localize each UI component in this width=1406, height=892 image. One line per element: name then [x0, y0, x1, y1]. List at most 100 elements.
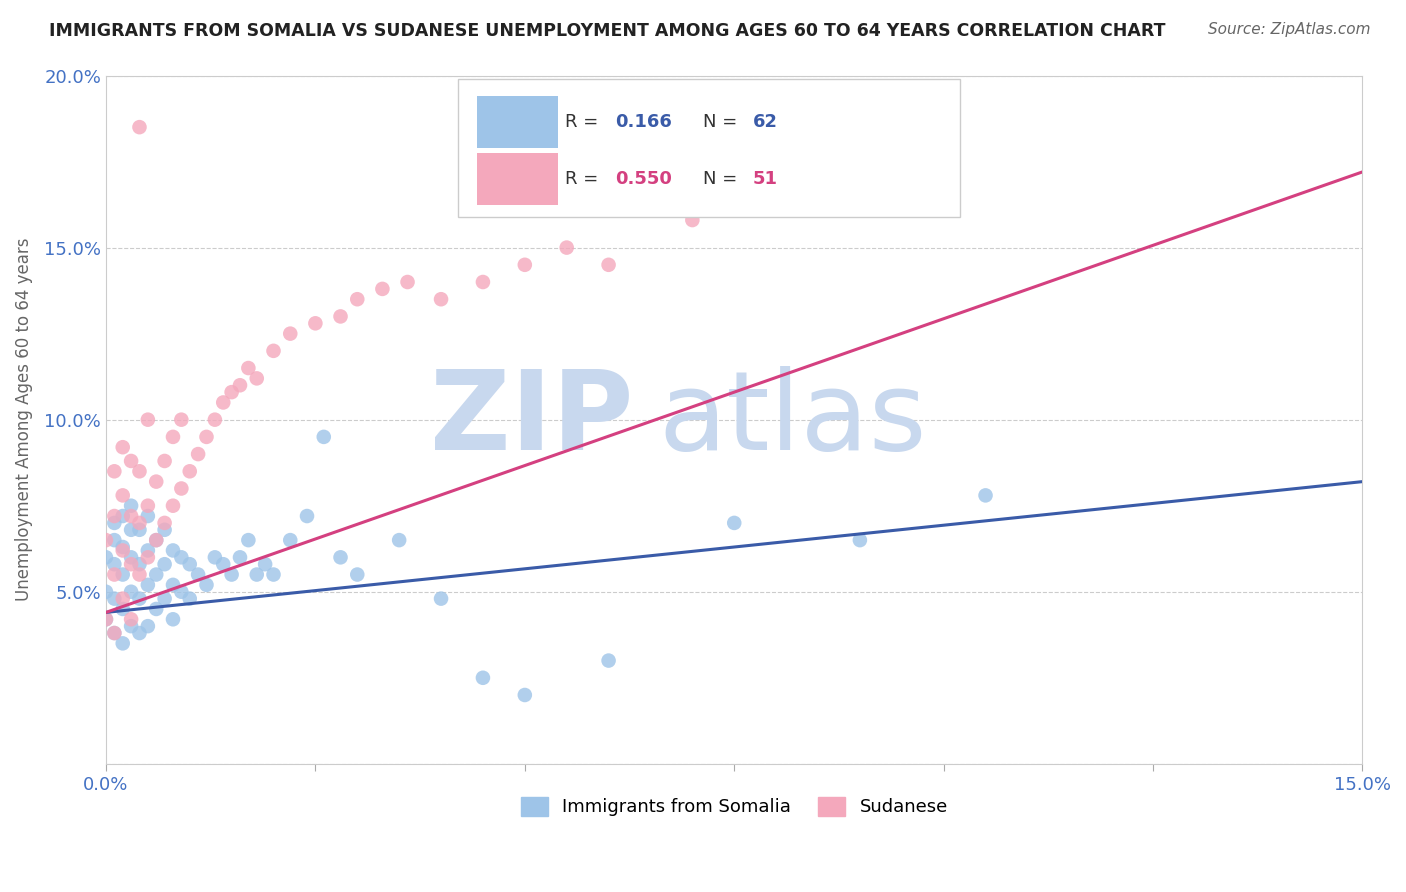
Point — [111, 440, 134, 454]
Point — [162, 612, 184, 626]
Point — [170, 482, 193, 496]
Point — [94, 584, 117, 599]
Legend: Immigrants from Somalia, Sudanese: Immigrants from Somalia, Sudanese — [513, 789, 955, 823]
Point — [170, 550, 193, 565]
Point — [263, 343, 285, 358]
Point — [263, 567, 285, 582]
Point — [120, 499, 142, 513]
Point — [238, 361, 260, 376]
Text: R =: R = — [565, 112, 603, 130]
Point — [153, 516, 176, 530]
Point — [238, 533, 260, 548]
Point — [120, 523, 142, 537]
Point — [162, 578, 184, 592]
Y-axis label: Unemployment Among Ages 60 to 64 years: Unemployment Among Ages 60 to 64 years — [15, 238, 32, 601]
Point — [111, 509, 134, 524]
Point — [153, 454, 176, 468]
Point — [681, 213, 703, 227]
Point — [346, 567, 368, 582]
Text: IMMIGRANTS FROM SOMALIA VS SUDANESE UNEMPLOYMENT AMONG AGES 60 TO 64 YEARS CORRE: IMMIGRANTS FROM SOMALIA VS SUDANESE UNEM… — [49, 22, 1166, 40]
Point — [145, 567, 167, 582]
Point — [187, 447, 209, 461]
Point — [346, 292, 368, 306]
Text: ZIP: ZIP — [430, 367, 634, 473]
Point — [974, 488, 997, 502]
Text: 62: 62 — [754, 112, 778, 130]
Point — [246, 371, 269, 385]
Point — [128, 591, 150, 606]
Point — [120, 619, 142, 633]
Point — [471, 671, 494, 685]
Point — [195, 578, 218, 592]
Point — [179, 591, 201, 606]
Point — [396, 275, 419, 289]
Text: 51: 51 — [754, 169, 778, 187]
Point — [179, 464, 201, 478]
Point — [94, 533, 117, 548]
Point — [128, 626, 150, 640]
Point — [136, 499, 159, 513]
Point — [204, 550, 226, 565]
Point — [128, 567, 150, 582]
Point — [312, 430, 335, 444]
Point — [103, 533, 125, 548]
FancyBboxPatch shape — [458, 79, 960, 217]
Point — [430, 292, 453, 306]
Point — [212, 395, 235, 409]
FancyBboxPatch shape — [477, 153, 558, 205]
Point — [136, 543, 159, 558]
Text: N =: N = — [703, 169, 742, 187]
Point — [513, 258, 536, 272]
Point — [221, 567, 243, 582]
Point — [278, 326, 301, 341]
Point — [145, 602, 167, 616]
Point — [304, 316, 326, 330]
Point — [162, 499, 184, 513]
Point — [111, 540, 134, 554]
Point — [128, 464, 150, 478]
Point — [120, 454, 142, 468]
Point — [179, 558, 201, 572]
Point — [371, 282, 394, 296]
Text: 0.550: 0.550 — [614, 169, 672, 187]
Point — [598, 654, 620, 668]
Text: 0.166: 0.166 — [614, 112, 672, 130]
Point — [162, 430, 184, 444]
Point — [723, 516, 745, 530]
Text: R =: R = — [565, 169, 603, 187]
Point — [329, 550, 352, 565]
Point — [94, 612, 117, 626]
Point — [187, 567, 209, 582]
Point — [513, 688, 536, 702]
Point — [295, 509, 318, 524]
Point — [120, 509, 142, 524]
Point — [430, 591, 453, 606]
Point — [103, 591, 125, 606]
Point — [111, 602, 134, 616]
Point — [111, 567, 134, 582]
Point — [221, 385, 243, 400]
Point — [212, 558, 235, 572]
Point — [153, 558, 176, 572]
Point — [471, 275, 494, 289]
Point — [136, 578, 159, 592]
Point — [136, 619, 159, 633]
Point — [598, 258, 620, 272]
Point — [229, 550, 252, 565]
Point — [278, 533, 301, 548]
Point — [128, 120, 150, 135]
Point — [153, 591, 176, 606]
Point — [120, 550, 142, 565]
Point — [120, 558, 142, 572]
Point — [136, 509, 159, 524]
Point — [128, 558, 150, 572]
Point — [229, 378, 252, 392]
Text: Source: ZipAtlas.com: Source: ZipAtlas.com — [1208, 22, 1371, 37]
Point — [555, 241, 578, 255]
Point — [111, 543, 134, 558]
Point — [94, 550, 117, 565]
Point — [128, 516, 150, 530]
Point — [145, 475, 167, 489]
Point — [195, 430, 218, 444]
Point — [254, 558, 277, 572]
